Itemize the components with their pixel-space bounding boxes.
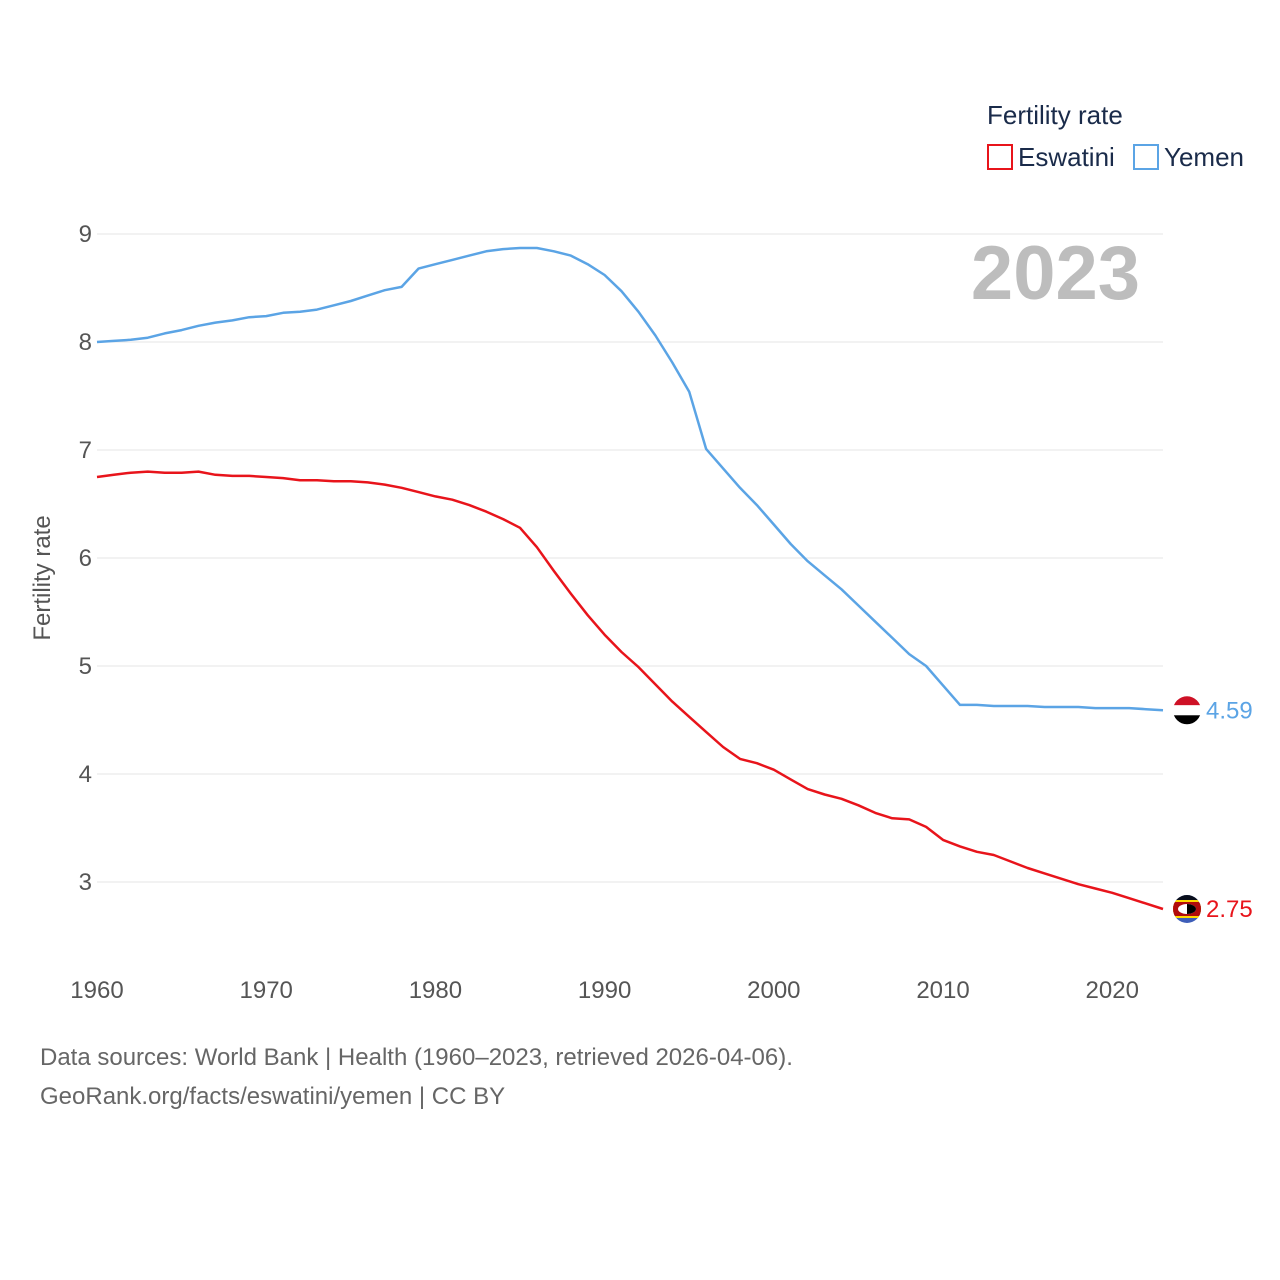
grid-layer xyxy=(97,233,1163,883)
fertility-line-chart: 3 4 5 6 7 8 9 1960 1970 1980 1990 2000 2010 2020 Fer… xyxy=(29,100,1253,1004)
eswatini-flag-icon xyxy=(1173,895,1201,923)
legend-item-eswatini[interactable]: Eswatini xyxy=(987,142,1115,172)
legend-item-yemen[interactable]: Yemen xyxy=(1133,142,1244,172)
x-tick-label: 1980 xyxy=(409,977,462,1004)
legend-title: Fertility rate xyxy=(987,100,1123,130)
legend-label-yemen: Yemen xyxy=(1164,142,1244,172)
series-line-yemen[interactable] xyxy=(96,246,1164,712)
x-tick-label: 2000 xyxy=(747,977,800,1004)
y-tick-label: 8 xyxy=(79,329,92,356)
legend-swatch-eswatini xyxy=(987,144,1013,170)
x-tick-label: 2010 xyxy=(916,977,969,1004)
y-tick-labels: 3 4 5 6 7 8 9 xyxy=(79,221,92,896)
y-tick-label: 4 xyxy=(79,761,92,788)
legend-label-eswatini: Eswatini xyxy=(1018,142,1115,172)
year-label: 2023 xyxy=(971,231,1140,316)
y-tick-label: 5 xyxy=(79,653,92,680)
series-line-eswatini[interactable] xyxy=(96,470,1164,911)
y-tick-label: 7 xyxy=(79,437,92,464)
x-tick-label: 2020 xyxy=(1086,977,1139,1004)
legend: Fertility rate Eswatini Yemen xyxy=(987,100,1244,172)
y-axis-label: Fertility rate xyxy=(29,515,56,640)
source-line-1: Data sources: World Bank | Health (1960–… xyxy=(40,1044,793,1071)
source-line-2: GeoRank.org/facts/eswatini/yemen | CC BY xyxy=(40,1083,506,1110)
x-tick-label: 1960 xyxy=(70,977,123,1004)
yemen-flag-icon xyxy=(1173,696,1201,725)
x-tick-label: 1970 xyxy=(240,977,293,1004)
x-tick-label: 1990 xyxy=(578,977,631,1004)
y-tick-label: 3 xyxy=(79,869,92,896)
end-value-yemen: 4.59 xyxy=(1206,697,1253,724)
end-value-eswatini: 2.75 xyxy=(1206,896,1253,923)
y-tick-label: 9 xyxy=(79,221,92,248)
x-tick-labels: 1960 1970 1980 1990 2000 2010 2020 xyxy=(70,977,1139,1004)
series-layer xyxy=(96,246,1164,911)
legend-swatch-yemen xyxy=(1133,144,1159,170)
y-tick-label: 6 xyxy=(79,545,92,572)
